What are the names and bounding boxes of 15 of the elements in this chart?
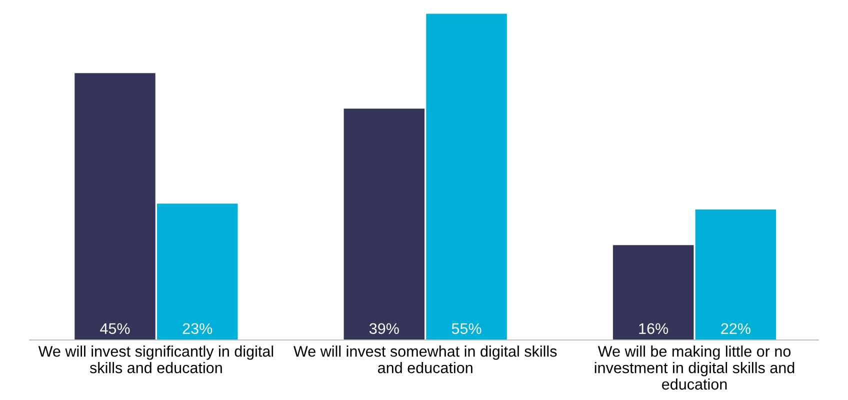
data-label: 55% xyxy=(452,323,482,334)
x-tick-label: We will invest somewhat in digital skills and education xyxy=(294,346,557,374)
data-label: 16% xyxy=(639,323,668,334)
data-label: 23% xyxy=(182,323,212,334)
bar xyxy=(74,73,156,340)
bar xyxy=(156,204,238,340)
bar xyxy=(344,108,425,340)
x-tick-label: We will be making little or no investment in digital skills and education xyxy=(594,346,794,390)
bar xyxy=(695,210,776,340)
data-label: 45% xyxy=(100,323,130,334)
x-tick-label: We will invest significantly in digital skills and education xyxy=(38,346,274,374)
data-label: 22% xyxy=(721,323,750,334)
data-label: 39% xyxy=(369,323,399,334)
bar xyxy=(426,14,507,340)
bar xyxy=(612,245,694,340)
